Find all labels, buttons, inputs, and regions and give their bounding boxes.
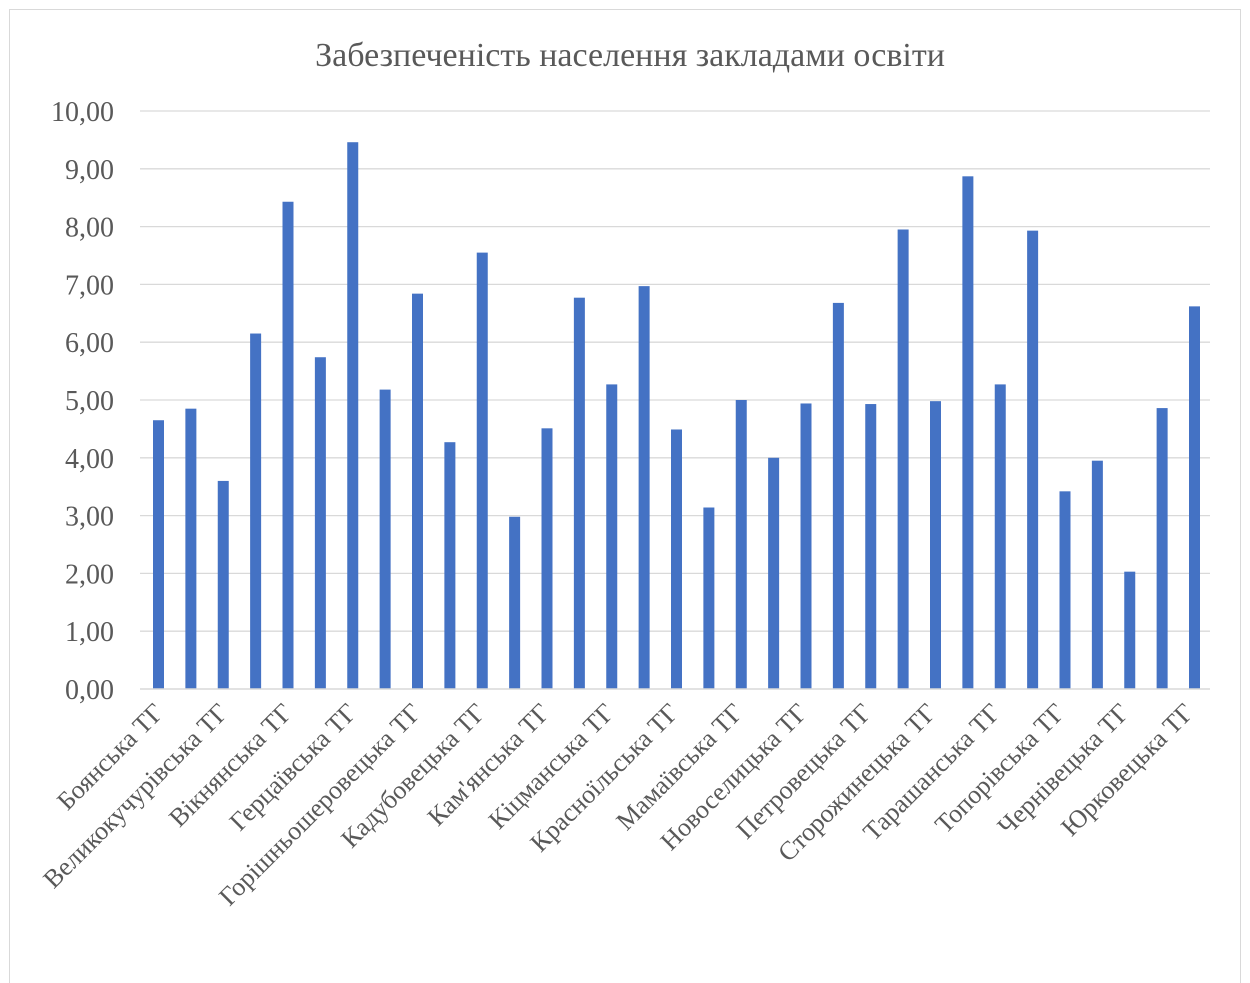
bar xyxy=(379,389,391,689)
y-axis-ticks: 0,00 1,00 2,00 3,00 4,00 5,00 6,00 7,00 8,00 9,00… xyxy=(51,97,114,706)
bar xyxy=(638,286,650,689)
bar xyxy=(1059,491,1071,689)
y-tick-label: 2,00 xyxy=(65,559,114,590)
bar xyxy=(994,384,1006,689)
bar xyxy=(185,408,197,689)
bar xyxy=(1124,571,1136,689)
bar xyxy=(573,297,585,689)
y-tick-label: 1,00 xyxy=(65,617,114,648)
bar xyxy=(930,401,941,689)
bar xyxy=(832,302,844,689)
y-tick-label: 10,00 xyxy=(51,97,114,128)
bar xyxy=(153,420,164,689)
y-tick-label: 6,00 xyxy=(65,328,114,359)
bar xyxy=(897,229,909,690)
bar xyxy=(217,480,229,689)
bar xyxy=(606,384,618,689)
bar xyxy=(1189,306,1200,689)
bar xyxy=(1027,230,1039,689)
y-tick-label: 5,00 xyxy=(65,386,114,417)
bars xyxy=(153,142,1200,690)
y-tick-label: 0,00 xyxy=(65,675,114,706)
bar xyxy=(347,142,359,689)
y-tick-label: 4,00 xyxy=(65,444,114,475)
bar xyxy=(800,403,812,689)
bar xyxy=(314,357,326,689)
y-tick-label: 3,00 xyxy=(65,502,114,533)
chart-title: Забезпеченість населення закладами освіт… xyxy=(315,37,945,74)
bar xyxy=(541,428,553,689)
bar xyxy=(444,442,456,689)
bar xyxy=(509,516,521,689)
bar xyxy=(703,507,715,689)
bar xyxy=(768,457,780,689)
bar xyxy=(1091,460,1103,689)
y-tick-label: 8,00 xyxy=(65,213,114,244)
bar xyxy=(282,201,294,689)
bar xyxy=(671,429,682,689)
bar xyxy=(1156,408,1168,689)
y-tick-label: 9,00 xyxy=(65,155,114,186)
bar xyxy=(250,333,262,689)
bar xyxy=(962,176,974,690)
y-tick-label: 7,00 xyxy=(65,270,114,301)
bar xyxy=(412,293,423,689)
bar xyxy=(735,400,747,689)
bar xyxy=(476,252,488,690)
bar xyxy=(865,404,877,689)
